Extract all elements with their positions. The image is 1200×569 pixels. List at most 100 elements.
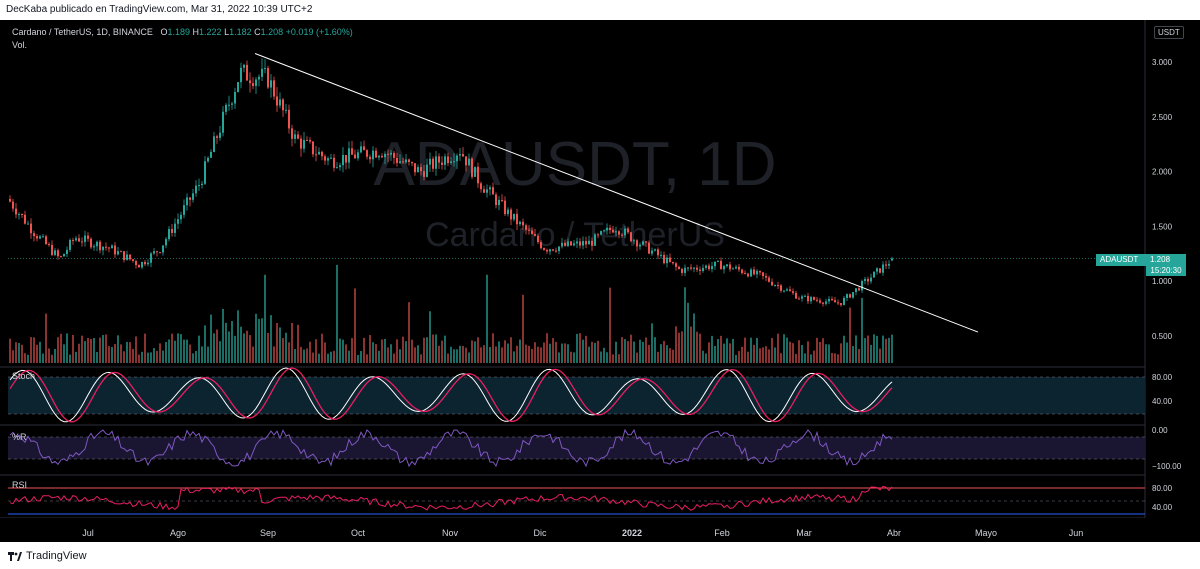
volume-bar — [135, 336, 137, 363]
candle-body — [750, 269, 752, 277]
candle-body — [141, 262, 143, 268]
volume-bar — [633, 341, 635, 363]
candle-body — [756, 270, 758, 275]
candle-body — [687, 267, 689, 269]
volume-bar — [186, 339, 188, 363]
candle-body — [291, 128, 293, 139]
candle-body — [480, 183, 482, 190]
candle-body — [162, 245, 164, 253]
volume-bar — [12, 350, 14, 363]
footer: TradingView — [0, 542, 1200, 569]
candle-body — [582, 241, 584, 246]
candle-body — [273, 80, 275, 97]
tradingview-logo-icon — [8, 551, 22, 561]
volume-bar — [255, 313, 257, 363]
candle-body — [267, 68, 269, 88]
candle-body — [651, 250, 653, 254]
volume-bar — [480, 347, 482, 363]
volume-bar — [516, 345, 518, 363]
volume-bar — [120, 344, 122, 363]
volume-bar — [171, 333, 173, 363]
currency-button[interactable]: USDT — [1154, 26, 1184, 39]
volume-bar — [225, 322, 227, 363]
volume-bar — [252, 346, 254, 363]
candle-body — [708, 265, 710, 270]
candle-body — [420, 167, 422, 172]
volume-bar — [240, 326, 242, 363]
volume-bar — [801, 344, 803, 363]
candle-body — [534, 234, 536, 236]
volume-bar — [129, 342, 131, 363]
candle-body — [747, 273, 749, 277]
volume-bar — [141, 351, 143, 363]
volume-bar — [642, 341, 644, 363]
candle-body — [39, 236, 41, 239]
volume-bar — [72, 334, 74, 363]
volume-bar — [819, 341, 821, 363]
candle-body — [837, 302, 839, 304]
volume-bar — [114, 343, 116, 363]
volume-bar — [606, 352, 608, 363]
volume-label: Vol. — [12, 40, 28, 50]
volume-bar — [51, 354, 53, 363]
candle-body — [600, 231, 602, 235]
volume-bar — [117, 335, 119, 363]
candle-body — [717, 260, 719, 262]
candle-body — [471, 158, 473, 177]
volume-bar — [279, 327, 281, 363]
candle-body — [798, 298, 800, 300]
time-tick-label: Mayo — [975, 528, 997, 538]
candle-body — [33, 233, 35, 237]
time-tick-label: Feb — [714, 528, 730, 538]
chart-area[interactable]: ADAUSDT, 1D Cardano / TetherUS 3.000 2.500 2… — [0, 20, 1200, 542]
volume-bar — [657, 351, 659, 363]
candle-body — [633, 240, 635, 242]
candle-body — [54, 250, 56, 255]
volume-bar — [219, 341, 221, 363]
candle-body — [774, 285, 776, 287]
candle-body — [99, 241, 101, 251]
volume-bar — [303, 349, 305, 363]
last-price-tag: ADAUSDT 1.208 — [1096, 254, 1186, 266]
volume-bar — [441, 340, 443, 363]
stoch-tick-label: 80.00 — [1152, 373, 1173, 382]
candle-body — [84, 235, 86, 242]
candle-body — [711, 266, 713, 270]
candle-body — [714, 261, 716, 267]
volume-bar — [30, 337, 32, 363]
volume-bar — [192, 353, 194, 363]
candle-body — [819, 300, 821, 303]
time-tick-label: Abr — [887, 528, 901, 538]
volume-bar — [666, 345, 668, 363]
volume-bar — [363, 337, 365, 363]
volume-bar — [201, 346, 203, 363]
candle-body — [849, 294, 851, 298]
volume-bar — [645, 337, 647, 363]
candle-body — [168, 229, 170, 240]
candle-body — [42, 236, 44, 238]
volume-bar — [621, 337, 623, 363]
volume-bar — [834, 353, 836, 363]
volume-bar — [216, 329, 218, 363]
volume-bar — [873, 334, 875, 363]
candle-body — [270, 80, 272, 88]
candle-body — [165, 239, 167, 246]
volume-bar — [573, 352, 575, 363]
volume-bar — [780, 353, 782, 363]
price-tag-symbol: ADAUSDT — [1100, 255, 1139, 264]
candle-body — [609, 227, 611, 231]
volume-bar — [822, 338, 824, 363]
candle-body — [771, 281, 773, 286]
candle-body — [699, 269, 701, 271]
candle-body — [510, 209, 512, 220]
volume-bar — [87, 337, 89, 363]
tradingview-brand[interactable]: TradingView — [8, 550, 87, 562]
time-tick-label: Oct — [351, 528, 366, 538]
candle-body — [240, 67, 242, 83]
volume-bar — [411, 339, 413, 363]
volume-bar — [315, 339, 317, 363]
candle-body — [468, 158, 470, 166]
candle-body — [693, 267, 695, 269]
chart-canvas[interactable]: ADAUSDT, 1D Cardano / TetherUS 3.000 2.500 2… — [0, 20, 1200, 542]
volume-bar — [795, 353, 797, 363]
